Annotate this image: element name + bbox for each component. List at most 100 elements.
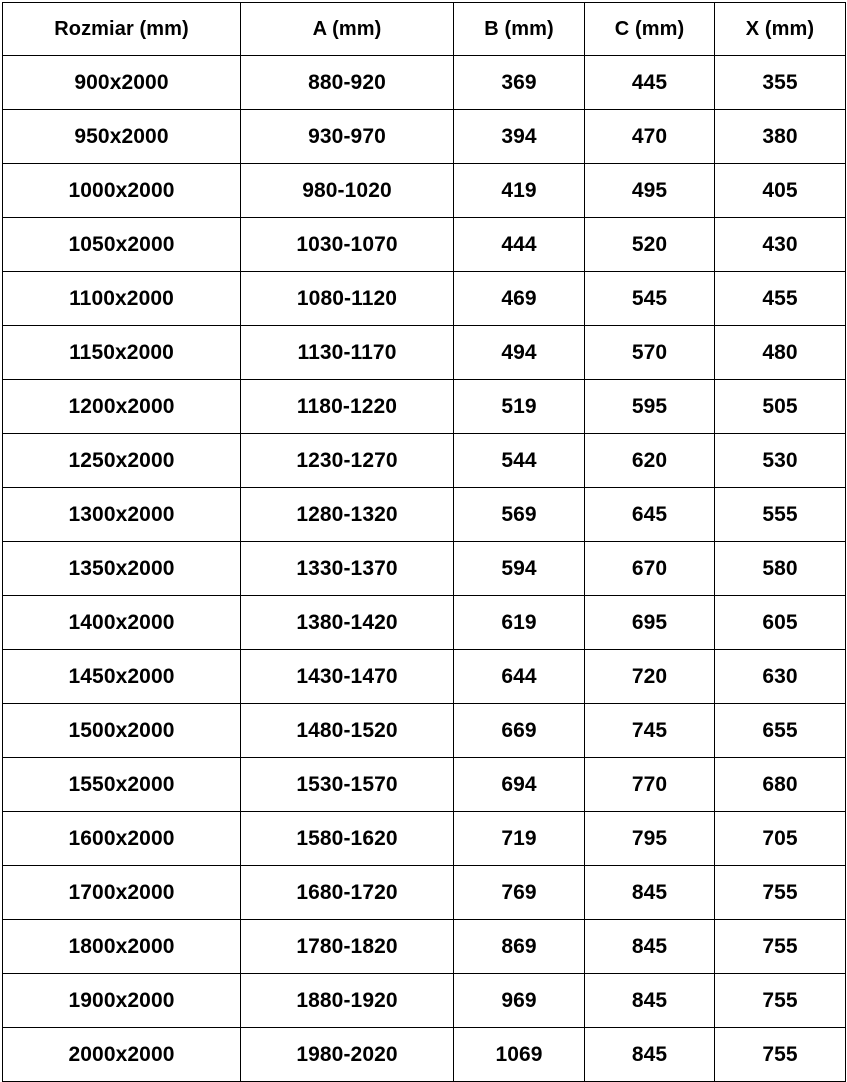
cell-c: 520 [584, 217, 715, 272]
cell-x: 380 [714, 109, 846, 164]
column-header-b: B (mm) [453, 2, 585, 56]
cell-b: 719 [453, 811, 585, 866]
cell-c: 595 [584, 379, 715, 434]
cell-b: 644 [453, 649, 585, 704]
cell-a: 1680-1720 [240, 865, 454, 920]
cell-x: 655 [714, 703, 846, 758]
cell-c: 495 [584, 163, 715, 218]
table-row: 1300x2000 1280-1320 569 645 555 [2, 487, 846, 542]
cell-c: 770 [584, 757, 715, 812]
cell-b: 769 [453, 865, 585, 920]
cell-a: 1580-1620 [240, 811, 454, 866]
cell-size: 1000x2000 [2, 163, 241, 218]
cell-a: 1080-1120 [240, 271, 454, 326]
table-row: 1250x2000 1230-1270 544 620 530 [2, 433, 846, 488]
table-header: Rozmiar (mm) A (mm) B (mm) C (mm) X (mm) [2, 2, 846, 56]
cell-b: 519 [453, 379, 585, 434]
cell-a: 1530-1570 [240, 757, 454, 812]
cell-x: 430 [714, 217, 846, 272]
column-header-a: A (mm) [240, 2, 454, 56]
table-row: 950x2000 930-970 394 470 380 [2, 109, 846, 164]
cell-x: 455 [714, 271, 846, 326]
cell-a: 1880-1920 [240, 973, 454, 1028]
cell-x: 630 [714, 649, 846, 704]
cell-c: 795 [584, 811, 715, 866]
table-row: 1600x2000 1580-1620 719 795 705 [2, 811, 846, 866]
table-row: 1900x2000 1880-1920 969 845 755 [2, 973, 846, 1028]
table-row: 2000x2000 1980-2020 1069 845 755 [2, 1027, 846, 1082]
table-header-row: Rozmiar (mm) A (mm) B (mm) C (mm) X (mm) [2, 2, 846, 56]
cell-b: 469 [453, 271, 585, 326]
cell-b: 544 [453, 433, 585, 488]
cell-x: 755 [714, 865, 846, 920]
cell-a: 1780-1820 [240, 919, 454, 974]
cell-size: 1400x2000 [2, 595, 241, 650]
table-row: 900x2000 880-920 369 445 355 [2, 55, 846, 110]
cell-x: 580 [714, 541, 846, 596]
cell-c: 445 [584, 55, 715, 110]
cell-c: 845 [584, 973, 715, 1028]
cell-b: 694 [453, 757, 585, 812]
cell-x: 755 [714, 973, 846, 1028]
column-header-c: C (mm) [584, 2, 715, 56]
cell-size: 900x2000 [2, 55, 241, 110]
cell-b: 669 [453, 703, 585, 758]
cell-a: 1030-1070 [240, 217, 454, 272]
cell-x: 505 [714, 379, 846, 434]
cell-size: 1350x2000 [2, 541, 241, 596]
cell-x: 405 [714, 163, 846, 218]
cell-c: 545 [584, 271, 715, 326]
cell-a: 1980-2020 [240, 1027, 454, 1082]
cell-size: 1100x2000 [2, 271, 241, 326]
cell-c: 720 [584, 649, 715, 704]
cell-size: 1500x2000 [2, 703, 241, 758]
table-row: 1550x2000 1530-1570 694 770 680 [2, 757, 846, 812]
table-row: 1000x2000 980-1020 419 495 405 [2, 163, 846, 218]
cell-b: 444 [453, 217, 585, 272]
cell-a: 1380-1420 [240, 595, 454, 650]
cell-a: 1330-1370 [240, 541, 454, 596]
cell-c: 745 [584, 703, 715, 758]
cell-a: 1280-1320 [240, 487, 454, 542]
cell-b: 1069 [453, 1027, 585, 1082]
table-row: 1500x2000 1480-1520 669 745 655 [2, 703, 846, 758]
table-row: 1200x2000 1180-1220 519 595 505 [2, 379, 846, 434]
cell-size: 1200x2000 [2, 379, 241, 434]
cell-a: 1480-1520 [240, 703, 454, 758]
table-row: 1050x2000 1030-1070 444 520 430 [2, 217, 846, 272]
table-row: 1400x2000 1380-1420 619 695 605 [2, 595, 846, 650]
cell-b: 394 [453, 109, 585, 164]
cell-c: 645 [584, 487, 715, 542]
cell-c: 845 [584, 1027, 715, 1082]
cell-b: 494 [453, 325, 585, 380]
cell-x: 555 [714, 487, 846, 542]
cell-a: 1130-1170 [240, 325, 454, 380]
cell-a: 1180-1220 [240, 379, 454, 434]
cell-a: 1230-1270 [240, 433, 454, 488]
cell-x: 755 [714, 919, 846, 974]
cell-b: 369 [453, 55, 585, 110]
cell-size: 1900x2000 [2, 973, 241, 1028]
cell-size: 1150x2000 [2, 325, 241, 380]
cell-x: 680 [714, 757, 846, 812]
cell-x: 530 [714, 433, 846, 488]
cell-a: 880-920 [240, 55, 454, 110]
cell-size: 950x2000 [2, 109, 241, 164]
table-body: 900x2000 880-920 369 445 355 950x2000 930-970 3… [2, 55, 846, 1082]
cell-b: 419 [453, 163, 585, 218]
cell-size: 1050x2000 [2, 217, 241, 272]
cell-x: 705 [714, 811, 846, 866]
cell-c: 670 [584, 541, 715, 596]
cell-size: 1700x2000 [2, 865, 241, 920]
cell-size: 1800x2000 [2, 919, 241, 974]
cell-a: 980-1020 [240, 163, 454, 218]
table-row: 1450x2000 1430-1470 644 720 630 [2, 649, 846, 704]
column-header-x: X (mm) [714, 2, 846, 56]
cell-c: 570 [584, 325, 715, 380]
cell-c: 695 [584, 595, 715, 650]
cell-x: 605 [714, 595, 846, 650]
cell-c: 845 [584, 919, 715, 974]
table-row: 1150x2000 1130-1170 494 570 480 [2, 325, 846, 380]
cell-x: 355 [714, 55, 846, 110]
